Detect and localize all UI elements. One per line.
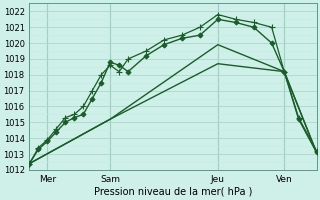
X-axis label: Pression niveau de la mer( hPa ): Pression niveau de la mer( hPa ) <box>94 187 252 197</box>
